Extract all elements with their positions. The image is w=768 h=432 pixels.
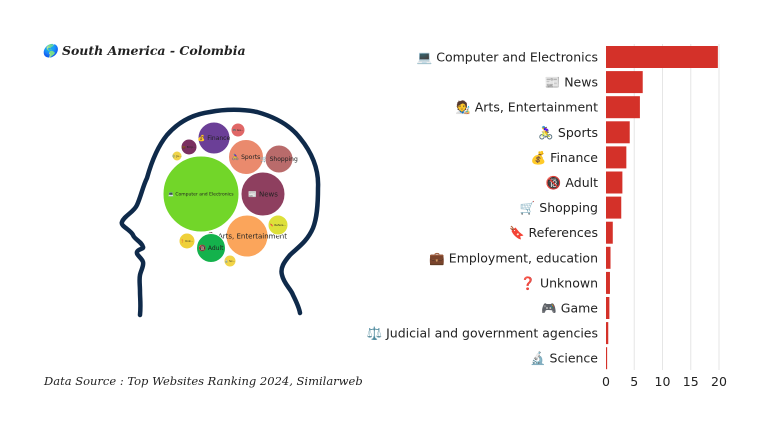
bubble[interactable] — [178, 232, 196, 250]
bar[interactable] — [606, 347, 608, 370]
bar[interactable] — [606, 96, 640, 119]
title-text: South America - Colombia — [61, 43, 246, 58]
bubble[interactable] — [162, 155, 240, 233]
category-label: ❓ Unknown — [520, 275, 598, 290]
x-tick-label: 0 — [602, 374, 610, 389]
bar[interactable] — [606, 271, 610, 294]
category-label: 💻 Computer and Electronics — [417, 50, 598, 65]
data-source: Data Source : Top Websites Ranking 2024,… — [44, 374, 363, 388]
bubble[interactable] — [230, 122, 246, 138]
bubble-label: 🚴‍♀️ Sports — [232, 153, 261, 161]
bubble[interactable] — [240, 171, 286, 217]
category-label: 🔞 Adult — [546, 175, 598, 190]
bubble[interactable] — [171, 150, 183, 162]
bubble-label: 💻 Computer and Electronics — [168, 192, 234, 198]
bubble-label: 🔖 Refere... — [270, 223, 286, 227]
bar[interactable] — [606, 146, 627, 169]
bubble[interactable] — [228, 139, 264, 175]
category-label: ⚖️ Judicial and government agencies — [367, 326, 598, 341]
bar[interactable] — [606, 196, 622, 219]
bubble-label: 🛒 Shopping — [260, 155, 298, 163]
globe-icon: 🌎 — [42, 43, 58, 58]
bar[interactable] — [606, 221, 613, 244]
bubble-label: 🔞 Adult — [198, 244, 224, 252]
bubble-label: 💰 Finance — [198, 134, 231, 142]
bubble[interactable] — [225, 214, 269, 258]
bar[interactable] — [606, 297, 610, 319]
bar[interactable] — [606, 246, 611, 269]
bubble-label: ❓ Unk... — [181, 239, 194, 243]
bubble[interactable] — [197, 121, 231, 155]
category-label: 📰 News — [545, 75, 598, 90]
category-label: 💰 Finance — [531, 150, 599, 166]
bubble-label: 🔬 Sc... — [225, 259, 235, 263]
category-label: 🔖 References — [509, 225, 598, 240]
bubble[interactable] — [267, 214, 289, 236]
x-tick-label: 15 — [683, 374, 699, 389]
category-label: 🧑‍🎨 Arts, Entertainment — [455, 100, 598, 115]
bubble-label: 💼 Emp... — [182, 145, 195, 149]
x-tick-label: 5 — [630, 374, 638, 389]
bubble[interactable] — [223, 254, 237, 268]
bar[interactable] — [606, 121, 630, 144]
bubble-label: 🧑‍🎨 Arts, Entertainment — [207, 231, 287, 240]
bar[interactable] — [606, 171, 623, 194]
category-label: 🔬 Science — [530, 351, 598, 366]
chart-title: 🌎 South America - Colombia — [42, 43, 246, 59]
category-label: 🚴‍♀️ Sports — [538, 125, 598, 140]
bar[interactable] — [606, 71, 643, 94]
x-tick-label: 20 — [711, 374, 727, 389]
bubble-label: ⚖️ Ju... — [172, 154, 182, 158]
bubble[interactable] — [264, 144, 294, 174]
bar[interactable] — [606, 46, 718, 68]
category-label: 🎮 Game — [541, 301, 598, 316]
bubble-label: 📰 News — [248, 190, 278, 198]
bubble[interactable] — [196, 233, 226, 263]
bubble[interactable] — [180, 138, 198, 156]
bubble-label: 🎮 Ga... — [233, 128, 244, 132]
bar[interactable] — [606, 322, 609, 345]
head-silhouette — [119, 107, 321, 318]
category-label: 🛒 Shopping — [520, 200, 598, 215]
category-label: 💼 Employment, education — [429, 250, 598, 265]
x-tick-label: 10 — [655, 374, 671, 389]
